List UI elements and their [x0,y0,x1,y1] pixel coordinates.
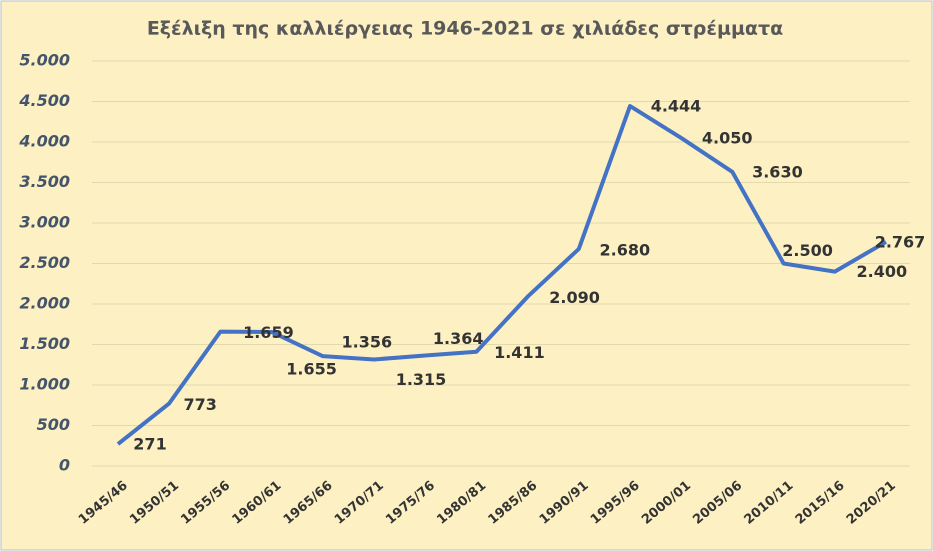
y-tick-label: 2.000 [19,294,70,313]
y-tick-label: 1.000 [19,375,70,394]
value-label: 1.411 [494,343,545,362]
value-label: 2.767 [875,232,926,251]
y-tick-label: 4.000 [18,132,70,151]
value-label: 1.659 [243,323,294,342]
y-tick-label: 3.500 [19,172,70,191]
value-label: 271 [133,435,166,454]
value-label: 1.356 [341,333,392,352]
y-tick-label: 5.000 [19,51,70,70]
value-label: 1.364 [433,329,484,348]
value-label: 2.400 [856,262,907,281]
y-tick-label: 2.500 [19,253,70,272]
value-label: 1.315 [396,370,447,389]
value-label: 2.500 [782,241,833,260]
value-label: 2.090 [549,288,600,307]
value-label: 1.655 [286,359,337,378]
value-label: 4.444 [651,97,702,116]
y-tick-label: 0 [59,456,70,475]
value-label: 2.680 [599,240,650,259]
chart-title: Εξέλιξη της καλλιέργειας 1946-2021 σε χι… [147,18,783,40]
y-tick-label: 1.500 [19,334,70,353]
value-label: 773 [183,395,216,414]
data-line [116,104,888,446]
value-label: 3.630 [752,162,803,181]
value-label: 4.050 [702,128,753,147]
y-tick-label: 500 [37,415,70,434]
y-tick-label: 3.000 [19,213,70,232]
y-tick-label: 4.500 [18,91,70,110]
